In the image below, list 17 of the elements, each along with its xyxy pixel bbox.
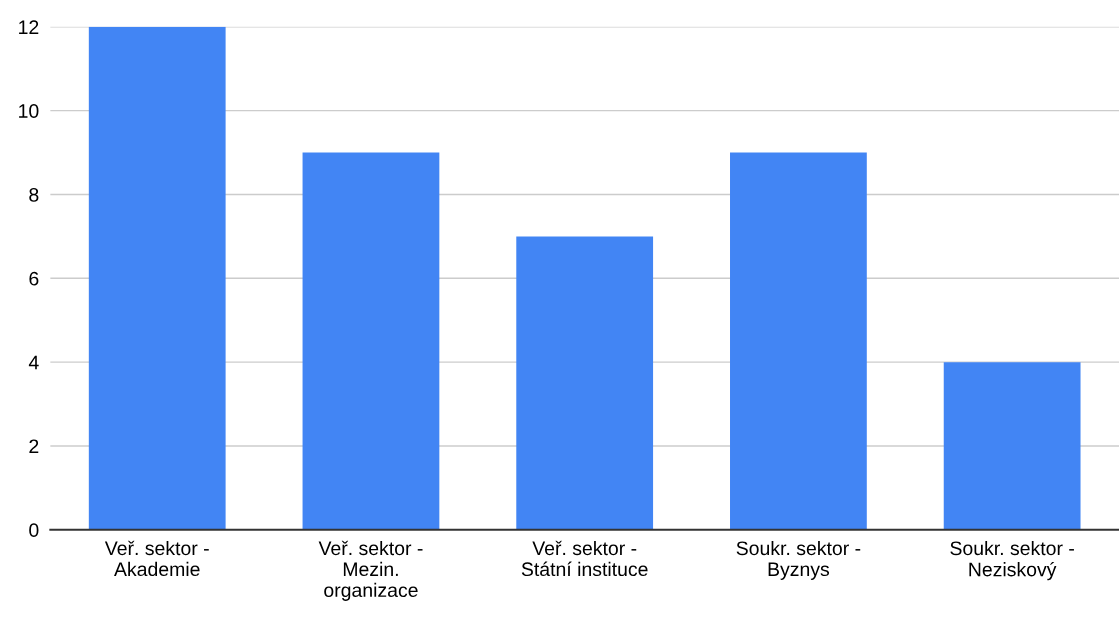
y-tick-label: 8 [29,187,39,202]
y-tick-label: 12 [19,20,39,34]
x-tick-label: Veř. sektor - Mezin. organizace [318,540,423,601]
x-tick-label: Soukr. sektor - Neziskový [950,540,1074,581]
bar [730,152,867,530]
bar [516,236,654,530]
x-tick-label: Soukr. sektor - Byznys [736,540,861,580]
y-tick-label: 4 [28,355,39,370]
bar [943,362,1081,530]
y-tick-label: 6 [29,271,39,286]
x-tick-label: Veř. sektor - Státní instituce [521,540,648,577]
bar [88,26,226,530]
x-tick-label: Veř. sektor - Akademie [104,540,209,577]
bar [302,152,440,530]
y-tick-label: 0 [29,523,39,538]
y-tick-label: 2 [29,439,39,453]
y-tick-label: 10 [19,104,39,118]
